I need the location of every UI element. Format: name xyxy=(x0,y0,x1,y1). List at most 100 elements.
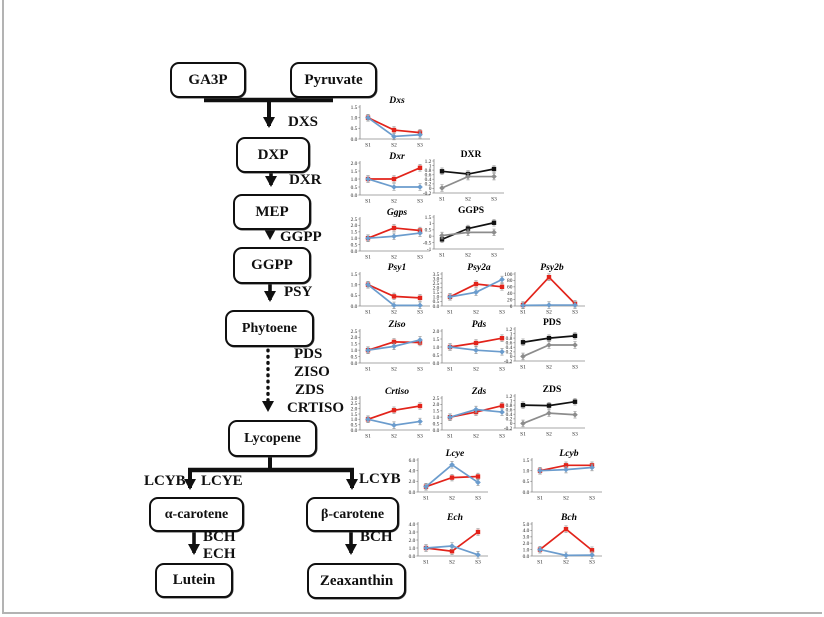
svg-text:-0.5: -0.5 xyxy=(423,240,432,246)
svg-text:S1: S1 xyxy=(365,434,371,440)
svg-text:Ech: Ech xyxy=(446,512,463,523)
svg-text:1.0: 1.0 xyxy=(351,417,358,423)
svg-text:S1: S1 xyxy=(520,310,526,316)
svg-text:0.5: 0.5 xyxy=(351,422,358,428)
svg-text:1.5: 1.5 xyxy=(425,215,432,221)
svg-text:S1: S1 xyxy=(447,367,453,373)
svg-text:S3: S3 xyxy=(589,560,595,566)
chart-bch: 0.0 1.0 2.0 3.0 4.0 5.0 S1 S2 S3 Bch xyxy=(514,512,606,570)
chart-zds: 0.0 0.5 1.0 1.5 2.0 2.5 S1 S2 S3 Zds xyxy=(424,386,516,444)
svg-text:0.2: 0.2 xyxy=(425,182,432,188)
svg-text:0: 0 xyxy=(510,354,513,360)
svg-text:0.8: 0.8 xyxy=(425,168,432,174)
enzyme-label-pds: PDS xyxy=(294,346,323,362)
svg-text:0.6: 0.6 xyxy=(425,173,432,179)
svg-text:0.8: 0.8 xyxy=(506,336,513,342)
svg-text:2.5: 2.5 xyxy=(433,281,440,287)
node-alpha-carotene: α-carotene xyxy=(149,497,244,532)
svg-text:0.5: 0.5 xyxy=(425,228,432,234)
svg-text:1.0: 1.0 xyxy=(433,345,440,351)
svg-text:S3: S3 xyxy=(499,367,505,373)
svg-text:4.0: 4.0 xyxy=(523,528,530,534)
svg-text:S2: S2 xyxy=(465,197,471,203)
svg-text:PDS: PDS xyxy=(543,317,561,328)
chart-psy2a: 0.0 0.5 1.0 1.5 2.0 2.5 3.0 3.5 S1 S2 S3 Psy2a xyxy=(424,262,516,320)
enzyme-label-bch-right: BCH xyxy=(360,529,393,545)
svg-text:1.0: 1.0 xyxy=(351,115,358,121)
chart-psy1: 0.0 0.5 1.0 1.5 S1 S2 S3 Psy1 xyxy=(342,262,434,320)
svg-text:0: 0 xyxy=(429,234,432,240)
enzyme-label-crtiso: CRTISO xyxy=(287,400,344,416)
svg-text:2.0: 2.0 xyxy=(351,223,358,229)
svg-text:2.5: 2.5 xyxy=(351,217,358,223)
svg-text:1: 1 xyxy=(510,398,513,404)
svg-text:60: 60 xyxy=(507,285,513,291)
svg-text:1.0: 1.0 xyxy=(523,468,530,474)
chart-dxr-protein: -0.2 0 0.2 0.4 0.6 0.8 1 1.2 S1 S2 S3 DXR xyxy=(416,149,508,207)
svg-text:S1: S1 xyxy=(365,199,371,205)
enzyme-label-psy: PSY xyxy=(284,284,313,300)
svg-text:Zds: Zds xyxy=(471,386,487,397)
svg-text:S2: S2 xyxy=(546,365,552,371)
svg-text:2.0: 2.0 xyxy=(409,538,416,544)
svg-text:ZDS: ZDS xyxy=(543,384,562,395)
svg-text:S1: S1 xyxy=(423,496,429,502)
svg-text:0.5: 0.5 xyxy=(433,299,440,305)
svg-text:0: 0 xyxy=(510,421,513,427)
node-phytoene: Phytoene xyxy=(225,310,314,347)
svg-text:4.0: 4.0 xyxy=(409,522,416,528)
svg-text:1.5: 1.5 xyxy=(351,272,358,278)
svg-text:1.2: 1.2 xyxy=(506,327,513,333)
svg-text:S1: S1 xyxy=(365,143,371,149)
svg-text:0.0: 0.0 xyxy=(409,490,416,496)
svg-text:S3: S3 xyxy=(572,310,578,316)
svg-text:S2: S2 xyxy=(546,310,552,316)
svg-text:S1: S1 xyxy=(447,310,453,316)
svg-text:S1: S1 xyxy=(365,367,371,373)
chart-ggps: 0.0 0.5 1.0 1.5 2.0 2.5 S1 S2 S3 Ggps xyxy=(342,207,434,265)
svg-text:-0.2: -0.2 xyxy=(423,191,432,197)
svg-text:S1: S1 xyxy=(520,432,526,438)
svg-text:0.0: 0.0 xyxy=(523,554,530,560)
svg-text:0.5: 0.5 xyxy=(351,293,358,299)
svg-text:S1: S1 xyxy=(423,560,429,566)
chart-psy2b: 0 20 40 60 80 100 S1 S2 S3 Psy2b xyxy=(497,262,589,320)
svg-text:S2: S2 xyxy=(391,199,397,205)
svg-text:S3: S3 xyxy=(475,560,481,566)
svg-text:1.0: 1.0 xyxy=(433,295,440,301)
svg-text:0.0: 0.0 xyxy=(351,137,358,143)
enzyme-label-dxs: DXS xyxy=(288,114,319,130)
node-beta-carotene: β-carotene xyxy=(306,497,399,532)
svg-text:0.5: 0.5 xyxy=(351,242,358,248)
svg-text:2.0: 2.0 xyxy=(433,402,440,408)
svg-text:1.0: 1.0 xyxy=(351,177,358,183)
svg-text:0.4: 0.4 xyxy=(425,177,432,183)
svg-text:0.0: 0.0 xyxy=(523,490,530,496)
svg-text:2.0: 2.0 xyxy=(523,541,530,547)
svg-text:0.0: 0.0 xyxy=(351,361,358,367)
chart-ggps-protein: -1 -0.5 0 0.5 1 1.5 S1 S2 S3 GGPS xyxy=(416,205,508,263)
svg-text:Lcyb: Lcyb xyxy=(558,448,578,459)
chart-zds-protein: -0.2 0 0.2 0.4 0.6 0.8 1 1.2 S1 S2 S3 ZDS xyxy=(497,384,589,442)
svg-text:1.0: 1.0 xyxy=(351,282,358,288)
svg-text:-1: -1 xyxy=(427,247,432,253)
svg-text:S2: S2 xyxy=(563,496,569,502)
svg-text:0: 0 xyxy=(429,186,432,192)
svg-text:100: 100 xyxy=(504,272,512,278)
svg-text:S3: S3 xyxy=(572,365,578,371)
chart-lcye: 0.0 2.0 4.0 6.0 S1 S2 S3 Lcye xyxy=(400,448,492,506)
svg-text:S2: S2 xyxy=(449,496,455,502)
svg-text:S2: S2 xyxy=(391,434,397,440)
svg-text:2.0: 2.0 xyxy=(433,286,440,292)
chart-crtiso: 0.0 0.5 1.0 1.5 2.0 2.5 3.0 S1 S2 S3 Crtiso xyxy=(342,386,434,444)
svg-text:4.0: 4.0 xyxy=(409,468,416,474)
svg-text:S2: S2 xyxy=(563,560,569,566)
svg-text:S2: S2 xyxy=(391,310,397,316)
svg-text:S1: S1 xyxy=(365,310,371,316)
svg-text:1.2: 1.2 xyxy=(506,394,513,400)
svg-text:S2: S2 xyxy=(391,367,397,373)
svg-text:1: 1 xyxy=(429,221,432,227)
svg-text:5.0: 5.0 xyxy=(523,522,530,528)
svg-text:3.0: 3.0 xyxy=(409,530,416,536)
